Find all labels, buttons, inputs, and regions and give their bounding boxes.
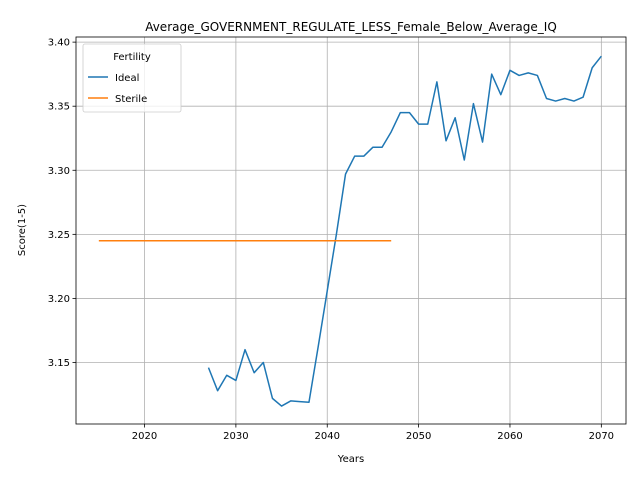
plot-frame [75, 36, 627, 425]
y-tick-label: 3.20 [48, 294, 70, 305]
y-axis-label: Score(1-5) [17, 204, 28, 256]
x-tick-label: 2030 [223, 431, 248, 442]
series-lines [98, 55, 602, 407]
y-tick-label: 3.40 [48, 38, 70, 49]
x-tick-label: 2050 [406, 431, 431, 442]
legend-box [82, 43, 182, 113]
x-axis-label: Years [337, 454, 364, 465]
y-tick-label: 3.35 [48, 102, 70, 113]
series-line-ideal [207, 55, 602, 407]
legend: Fertility Ideal Sterile [82, 43, 182, 113]
x-tick-label: 2070 [589, 431, 614, 442]
x-tick-label: 2020 [132, 431, 157, 442]
x-tick-label: 2060 [497, 431, 522, 442]
legend-title: Fertility [113, 52, 151, 63]
y-tick-label: 3.30 [48, 166, 70, 177]
legend-label-sterile: Sterile [115, 94, 147, 105]
y-tick-label: 3.15 [48, 358, 70, 369]
legend-label-ideal: Ideal [115, 73, 139, 84]
y-tick-label: 3.25 [48, 230, 70, 241]
grid [76, 37, 626, 424]
axis-ticks: 2020 2030 2040 2050 2060 2070 3.15 3.20 3.25 3.30… [48, 38, 614, 442]
chart-title: Average_GOVERNMENT_REGULATE_LESS_Female_… [145, 20, 557, 34]
x-tick-label: 2040 [315, 431, 340, 442]
